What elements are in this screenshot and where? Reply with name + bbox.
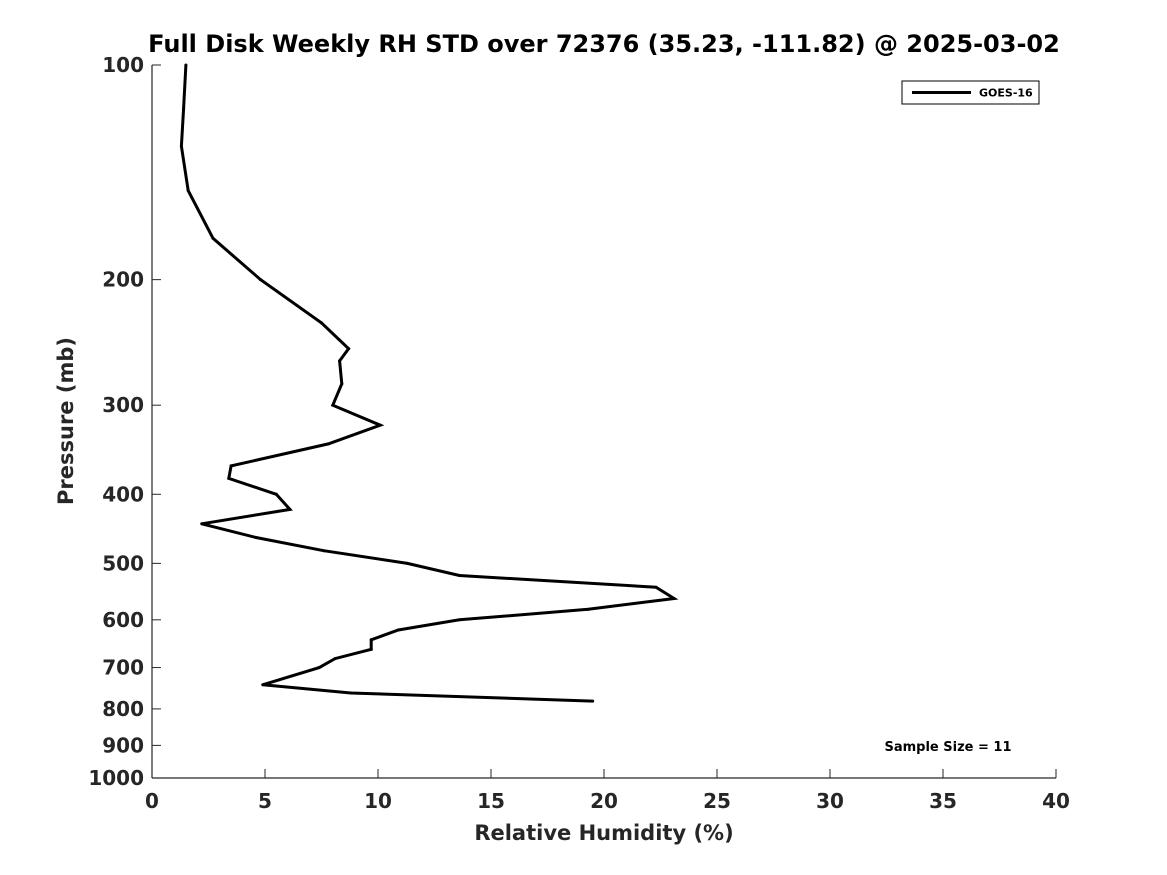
x-axis-label: Relative Humidity (%) (474, 821, 733, 845)
series-layer (179, 63, 679, 703)
data-point (184, 63, 188, 67)
y-tick-label: 700 (102, 656, 144, 680)
data-point (258, 278, 262, 282)
data-point (340, 382, 344, 386)
data-point (274, 492, 278, 496)
legend-entry-goes-16: GOES-16 (979, 87, 1033, 100)
y-tick-label: 500 (102, 551, 144, 575)
y-tick-label: 800 (102, 697, 144, 721)
data-point (179, 144, 183, 148)
data-point (322, 549, 326, 553)
chart-title: Full Disk Weekly RH STD over 72376 (35.2… (148, 30, 1060, 58)
x-tick-label: 10 (364, 789, 392, 813)
data-point (182, 106, 186, 110)
data-point (672, 596, 676, 600)
data-point (369, 647, 373, 651)
x-tick-label: 40 (1042, 789, 1070, 813)
data-point (378, 423, 382, 427)
series-line-goes-16 (179, 64, 679, 703)
data-point (254, 536, 258, 540)
sample-size-annotation: Sample Size = 11 (884, 740, 1011, 755)
y-tick-label: 400 (102, 482, 144, 506)
x-tick-label: 15 (477, 789, 505, 813)
legend: GOES-16 (901, 80, 1040, 105)
data-point (227, 476, 231, 480)
data-point (349, 691, 353, 695)
data-point (369, 638, 373, 642)
data-point (211, 236, 215, 240)
data-point (320, 321, 323, 325)
data-point (396, 628, 400, 632)
data-point (654, 585, 658, 589)
y-tick-label: 300 (102, 393, 144, 417)
y-tick-label: 200 (102, 268, 144, 292)
y-tick-label: 100 (102, 53, 144, 77)
data-point (229, 464, 233, 468)
data-point (457, 618, 461, 622)
y-tick-label: 900 (102, 733, 144, 757)
data-point (457, 574, 461, 578)
data-point (326, 442, 330, 446)
data-point (186, 189, 190, 193)
data-point (405, 561, 409, 565)
data-point (331, 403, 335, 407)
data-point (338, 359, 342, 363)
data-point (333, 657, 337, 661)
x-tick-label: 0 (145, 789, 159, 813)
data-point (261, 683, 265, 687)
y-axis-label: Pressure (mb) (54, 337, 78, 505)
data-point (317, 666, 321, 670)
x-tick-label: 35 (929, 789, 957, 813)
data-point (591, 699, 595, 703)
x-tick-label: 30 (816, 789, 844, 813)
axes: 0 5 10 15 20 25 30 35 40 100 200 300 400 500 600 700 800… (88, 53, 1070, 813)
data-point (347, 347, 351, 351)
y-tick-label: 600 (102, 608, 144, 632)
x-tick-label: 5 (258, 789, 272, 813)
x-tick-label: 20 (590, 789, 618, 813)
y-tick-label: 1000 (88, 766, 144, 790)
data-point (288, 507, 292, 511)
data-point (200, 522, 204, 526)
data-point (586, 607, 590, 611)
x-tick-label: 25 (703, 789, 731, 813)
